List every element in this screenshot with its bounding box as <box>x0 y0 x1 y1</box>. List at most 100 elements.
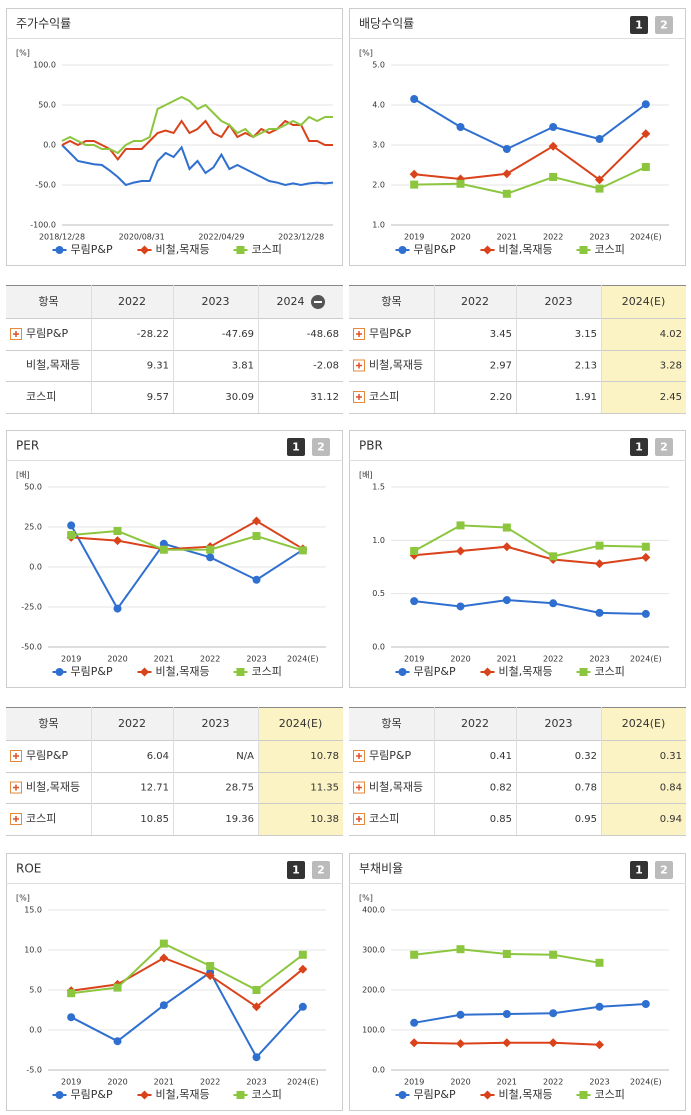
legend-label[interactable]: 무림P&P <box>71 243 113 256</box>
row-label[interactable]: 무림P&P <box>369 327 411 340</box>
expand-icon-plus[interactable] <box>13 816 19 822</box>
cell: 9.31 <box>147 361 169 372</box>
row-label[interactable]: 비철,목재등 <box>369 359 423 372</box>
y-tick-label: 300.0 <box>362 946 385 955</box>
panel-title: 부채비율 <box>359 862 403 876</box>
series-line <box>414 133 647 182</box>
expand-icon-plus[interactable] <box>13 784 19 791</box>
tab-button[interactable] <box>287 861 305 879</box>
point <box>410 180 419 189</box>
legend-label[interactable]: 비철,목재등 <box>499 665 553 678</box>
legend-label[interactable]: 비철,목재등 <box>499 243 553 256</box>
legend-label[interactable]: 코스피 <box>595 1088 625 1101</box>
row-label[interactable]: 비철,목재등 <box>369 781 423 794</box>
legend-label[interactable]: 비철,목재등 <box>499 1088 553 1101</box>
tab-button-label[interactable]: 2 <box>317 441 325 454</box>
tab-button[interactable] <box>287 438 305 456</box>
point <box>502 169 512 179</box>
panel-title: ROE <box>16 862 41 876</box>
legend-label[interactable]: 무림P&P <box>414 1088 456 1101</box>
highlight-column <box>601 285 686 413</box>
legend-label[interactable]: 코스피 <box>595 243 625 256</box>
point <box>456 1039 465 1049</box>
tab-button-label[interactable]: 1 <box>635 864 643 877</box>
legend-label[interactable]: 코스피 <box>252 243 282 256</box>
tab-button-label[interactable]: 1 <box>292 864 300 877</box>
row-label[interactable]: 무림P&P <box>369 749 411 762</box>
point <box>641 1000 650 1008</box>
tab-button[interactable] <box>655 861 673 879</box>
tab-button-label[interactable]: 1 <box>292 441 300 454</box>
row-label[interactable]: 코스피 <box>369 812 399 825</box>
tab-button-label[interactable]: 1 <box>635 441 643 454</box>
y-tick-label: 100.0 <box>362 1026 385 1035</box>
point <box>456 179 465 188</box>
legend-label[interactable]: 코스피 <box>252 665 282 678</box>
tab-button[interactable] <box>630 438 648 456</box>
point <box>595 608 604 617</box>
legend-label[interactable]: 무림P&P <box>414 665 456 678</box>
tab-button-label[interactable]: 2 <box>317 864 325 877</box>
tab-button[interactable] <box>655 16 673 34</box>
legend-label[interactable]: 코스피 <box>595 665 625 678</box>
legend-label[interactable]: 비철,목재등 <box>156 665 210 678</box>
cell: 3.28 <box>660 361 682 372</box>
point <box>549 599 558 608</box>
x-tick-label: 2019 <box>61 655 81 664</box>
row-label[interactable]: 코스피 <box>369 390 399 403</box>
tab-button[interactable] <box>630 861 648 879</box>
point <box>113 1037 122 1046</box>
legend-label[interactable]: 무림P&P <box>414 243 456 256</box>
x-tick-label: 2020 <box>107 655 127 664</box>
point <box>502 596 511 605</box>
row-label[interactable]: 무림P&P <box>26 327 68 340</box>
point <box>159 953 169 963</box>
cell: 0.85 <box>490 814 512 825</box>
legend-label[interactable]: 무림P&P <box>71 1088 113 1101</box>
tab-button[interactable] <box>655 438 673 456</box>
table-header: 2023 <box>545 717 573 730</box>
legend-label[interactable]: 비철,목재등 <box>156 1088 210 1101</box>
tab-button-label[interactable]: 2 <box>660 864 668 877</box>
tab-button[interactable] <box>312 861 330 879</box>
point <box>205 971 215 981</box>
tab-button-label[interactable]: 1 <box>635 19 643 32</box>
expand-icon-plus[interactable] <box>356 784 362 791</box>
expand-icon-plus[interactable] <box>356 753 362 759</box>
series-line <box>413 524 646 558</box>
series-line <box>70 970 304 1059</box>
legend-swatch <box>55 246 64 254</box>
x-tick-label: 2024(E) <box>630 1078 662 1087</box>
tab-button[interactable] <box>630 16 648 34</box>
expand-icon-plus[interactable] <box>13 753 19 759</box>
expand-icon-plus[interactable] <box>356 394 362 400</box>
tab-button-label[interactable]: 2 <box>660 19 668 32</box>
x-tick-label: 2021 <box>154 1078 174 1087</box>
cell: 0.82 <box>490 783 512 794</box>
row-label[interactable]: 무림P&P <box>26 749 68 762</box>
expand-icon-plus[interactable] <box>13 331 19 337</box>
point <box>252 1053 261 1062</box>
tab-button[interactable] <box>312 438 330 456</box>
point <box>113 604 122 613</box>
legend-label[interactable]: 무림P&P <box>71 665 113 678</box>
x-tick-label: 2023/12/28 <box>278 233 324 242</box>
row-label[interactable]: 비철,목재등 <box>26 781 80 794</box>
x-tick-label: 2020 <box>450 233 470 242</box>
tab-button-label[interactable]: 2 <box>660 441 668 454</box>
expand-icon-plus[interactable] <box>356 816 362 822</box>
unit-label: [%] <box>16 49 30 58</box>
expand-icon-plus[interactable] <box>356 331 362 337</box>
x-tick-label: 2021 <box>497 233 517 242</box>
point <box>595 559 604 569</box>
panel <box>6 430 343 688</box>
collapse-icon-bar[interactable] <box>314 301 322 303</box>
expand-icon-plus[interactable] <box>356 362 362 369</box>
row-label[interactable]: 코스피 <box>26 812 56 825</box>
series-line <box>71 529 304 552</box>
legend-label[interactable]: 비철,목재등 <box>156 243 210 256</box>
point <box>298 546 307 555</box>
legend-label[interactable]: 코스피 <box>252 1088 282 1101</box>
highlight-column <box>601 707 686 835</box>
point <box>67 1013 76 1022</box>
